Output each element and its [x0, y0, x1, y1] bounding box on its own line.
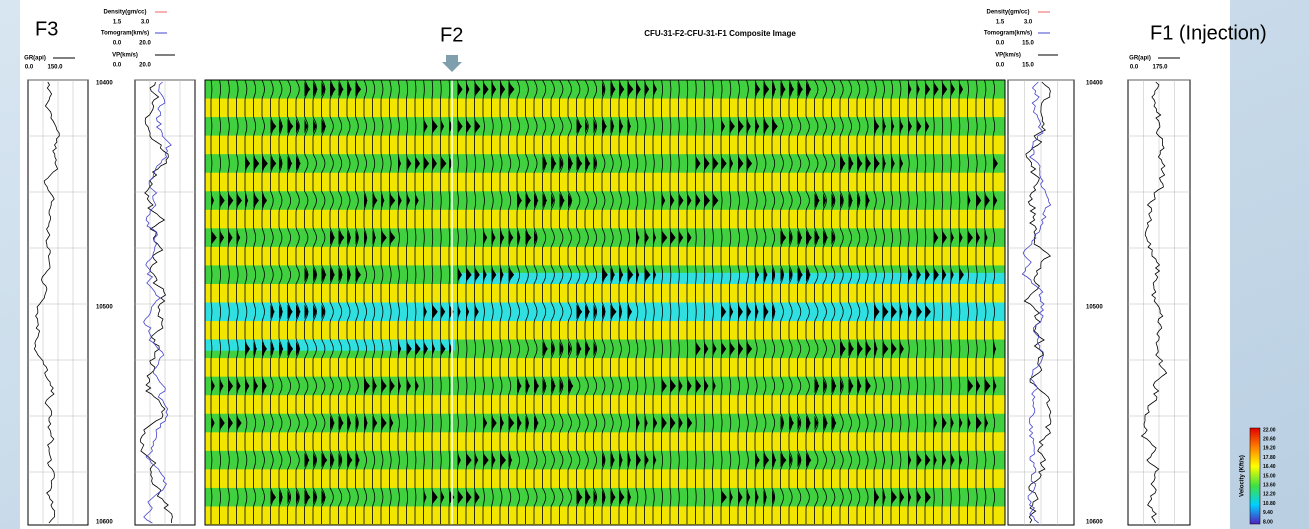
label: VP(km/s) [995, 53, 1021, 59]
label: 10400 [1086, 81, 1103, 87]
seismic-band [205, 321, 1005, 340]
seismic-band [205, 469, 1005, 488]
label: 10600 [1086, 520, 1103, 526]
label: 0.0 [113, 41, 122, 47]
label: Density(gm/cc) [986, 10, 1029, 16]
seismic-band [205, 99, 1005, 118]
label: VP(km/s) [112, 53, 138, 59]
label: 10600 [96, 520, 113, 526]
label: 0.0 [113, 63, 122, 69]
label: 0.0 [996, 41, 1005, 47]
seismic-band [205, 173, 1005, 192]
seismic-band [205, 506, 1005, 525]
label: 10500 [96, 305, 113, 311]
label: 20.60 [1263, 437, 1276, 443]
seismic-band [205, 136, 1005, 155]
label: 20.0 [139, 41, 151, 47]
label: 13.60 [1263, 483, 1276, 489]
label: F3 [35, 18, 58, 40]
label: GR(api) [24, 56, 46, 62]
label: 10500 [1086, 305, 1103, 311]
seismic-band [205, 284, 1005, 303]
label: 15.0 [1022, 63, 1034, 69]
label: 19.20 [1263, 446, 1276, 452]
label: 9.40 [1263, 510, 1273, 516]
label: Velocity (Kft/s) [1240, 455, 1246, 497]
seismic-band [460, 273, 1005, 284]
label: 3.0 [141, 20, 150, 26]
label: CFU-31-F2-CFU-31-F1 Composite Image [644, 29, 796, 38]
label: 0.0 [25, 65, 34, 71]
label: 1.5 [113, 20, 122, 26]
page: F3 F2 F1 (Injection) CFU-31-F2-CFU-31-F1 Co… [0, 0, 1309, 529]
label: 15.00 [1263, 473, 1276, 479]
label: 20.0 [139, 63, 151, 69]
label: 12.20 [1263, 492, 1276, 498]
figure: F3 F2 F1 (Injection) CFU-31-F2-CFU-31-F1 Co… [0, 0, 1309, 529]
label: Density(gm/cc) [103, 10, 146, 16]
label: 16.40 [1263, 464, 1276, 470]
seismic-band [205, 395, 1005, 414]
label: 0.0 [996, 63, 1005, 69]
label: 17.80 [1263, 455, 1276, 461]
label: 15.0 [1022, 41, 1034, 47]
label: 10400 [96, 81, 113, 87]
label: F2 [440, 24, 463, 46]
label: 150.0 [47, 65, 63, 71]
seismic-band [205, 210, 1005, 229]
label: Tomogram(km/s) [101, 31, 149, 37]
label: 175.0 [1152, 65, 1168, 71]
label: F1 (Injection) [1150, 22, 1267, 44]
label: 8.00 [1263, 519, 1273, 525]
seismic-band [205, 432, 1005, 451]
colorbar [1250, 428, 1260, 524]
label: Tomogram(km/s) [984, 31, 1032, 37]
label: 1.5 [996, 20, 1005, 26]
label: 0.0 [1130, 65, 1139, 71]
label: GR(api) [1129, 56, 1151, 62]
seismic-band [205, 247, 1005, 266]
seismic-band [205, 358, 1005, 377]
label: 3.0 [1024, 20, 1033, 26]
label: 10.80 [1263, 501, 1276, 507]
label: 22.00 [1263, 427, 1276, 433]
